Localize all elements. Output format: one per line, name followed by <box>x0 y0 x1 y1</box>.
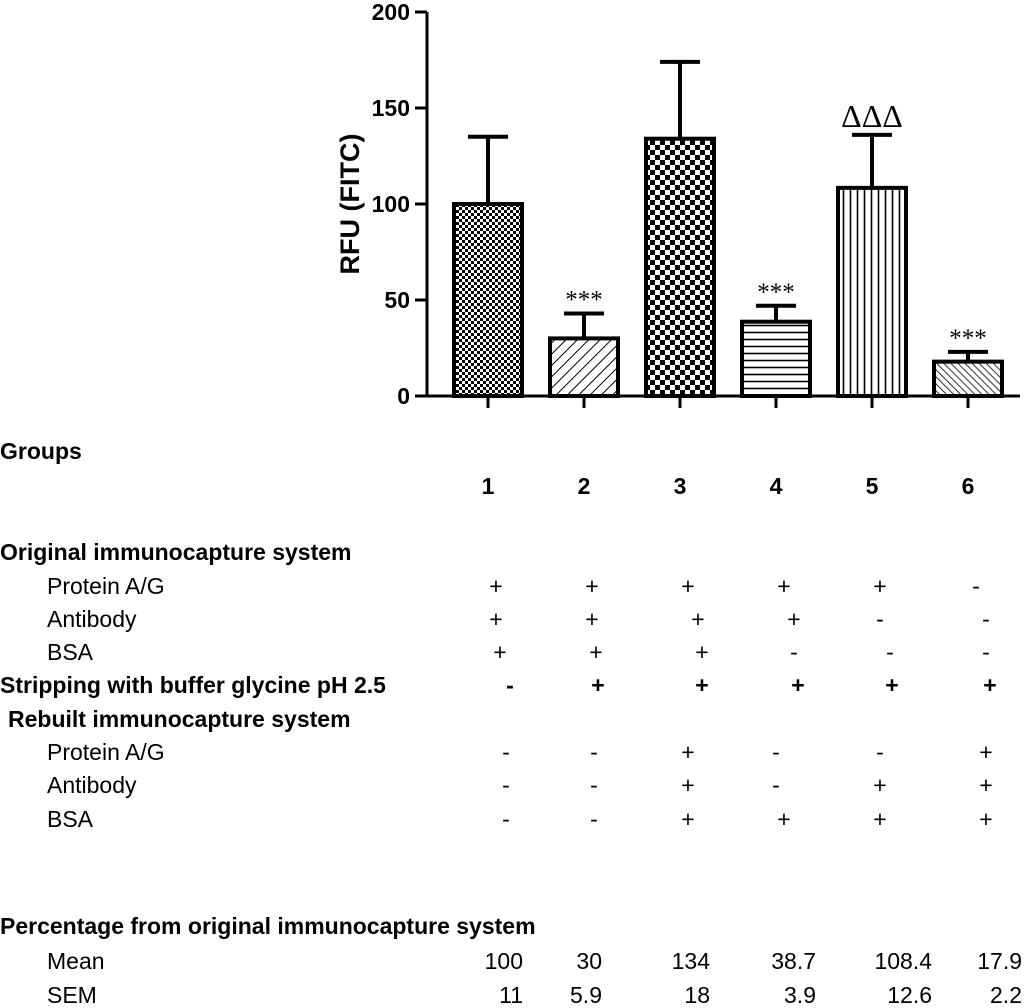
rebuilt-bsa-cell: + <box>777 806 791 832</box>
bar <box>932 359 1004 398</box>
stripping-cell: + <box>885 672 899 698</box>
y-axis-label: RFU (FITC) <box>335 134 365 275</box>
rebuilt-bsa-cell: + <box>681 806 695 832</box>
group-number: 4 <box>769 473 783 499</box>
original-protein-ag-cell: + <box>489 573 503 599</box>
percentage-title: Percentage from original immunocapture s… <box>0 913 536 939</box>
rebuilt-bsa-cell: + <box>873 806 887 832</box>
mean-cell: 38.7 <box>771 948 816 974</box>
rebuilt-bsa-cell: - <box>502 806 510 832</box>
significance-annotation: *** <box>949 325 987 352</box>
y-tick-label: 50 <box>384 287 410 313</box>
sem-label: SEM <box>47 982 97 1008</box>
rebuilt-protein-ag-cell: - <box>590 739 598 765</box>
original-protein-ag-cell: + <box>777 573 791 599</box>
rebuilt-antibody-cell: + <box>979 772 993 798</box>
original-antibody-cell: + <box>691 606 705 632</box>
group-number: 2 <box>577 473 591 499</box>
original-bsa-cell: + <box>695 639 709 665</box>
mean-cell: 30 <box>576 948 602 974</box>
mean-cell: 134 <box>671 948 710 974</box>
rebuilt-antibody-cell: - <box>772 772 780 798</box>
significance-annotation: *** <box>565 286 603 313</box>
y-tick-label: 100 <box>372 191 410 217</box>
rebuilt-protein-ag-label: Protein A/G <box>47 739 165 765</box>
stripping-cell: - <box>506 672 514 698</box>
rebuilt-protein-ag-cell: + <box>979 739 993 765</box>
sem-cell: 5.9 <box>570 982 602 1008</box>
original-bsa-cell: - <box>790 639 798 665</box>
original-protein-ag-cell: + <box>585 573 599 599</box>
sem-cell: 2.2 <box>990 982 1022 1008</box>
rebuilt-protein-ag-cell: - <box>502 739 510 765</box>
original-antibody-cell: + <box>489 606 503 632</box>
rebuilt-antibody-cell: - <box>590 772 598 798</box>
original-bsa-cell: + <box>493 639 507 665</box>
rebuilt-system-title: Rebuilt immunocapture system <box>8 706 351 732</box>
delta-annotation: ΔΔΔ <box>841 98 903 134</box>
original-antibody-cell: + <box>787 606 801 632</box>
original-protein-ag-cell: + <box>681 573 695 599</box>
bar <box>452 202 524 398</box>
original-bsa-cell: - <box>982 639 990 665</box>
rebuilt-bsa-label: BSA <box>47 806 94 832</box>
group-number: 3 <box>673 473 687 499</box>
original-protein-ag-label: Protein A/G <box>47 573 165 599</box>
bar <box>740 319 812 399</box>
bar <box>836 185 908 398</box>
original-antibody-cell: - <box>982 606 990 632</box>
stripping-cell: + <box>695 672 709 698</box>
stripping-label: Stripping with buffer glycine pH 2.5 <box>0 672 386 698</box>
significance-annotation: *** <box>757 279 795 306</box>
original-antibody-cell: + <box>585 606 599 632</box>
stripping-cell: + <box>983 672 997 698</box>
stripping-cell: + <box>591 672 605 698</box>
rebuilt-protein-ag-cell: - <box>772 739 780 765</box>
sem-cell: 11 <box>499 982 523 1008</box>
y-tick-label: 200 <box>372 0 410 25</box>
sem-cell: 3.9 <box>784 982 816 1008</box>
rebuilt-protein-ag-cell: + <box>681 739 695 765</box>
rebuilt-antibody-cell: - <box>502 772 510 798</box>
rebuilt-bsa-cell: + <box>979 806 993 832</box>
original-protein-ag-cell: - <box>972 573 980 599</box>
bar-chart: 0 50 100 150 200 RFU (FITC) *** *** ΔΔΔ *** <box>335 0 1020 409</box>
rebuilt-bsa-cell: - <box>590 806 598 832</box>
mean-cell: 100 <box>484 948 523 974</box>
original-bsa-cell: + <box>589 639 603 665</box>
rebuilt-antibody-cell: + <box>873 772 887 798</box>
original-system-title: Original immunocapture system <box>0 539 352 565</box>
groups-label: Groups <box>0 438 82 464</box>
mean-cell: 108.4 <box>874 948 932 974</box>
bar <box>548 336 620 398</box>
original-antibody-cell: - <box>876 606 884 632</box>
group-number: 6 <box>961 473 975 499</box>
original-bsa-label: BSA <box>47 639 94 665</box>
sem-cell: 12.6 <box>887 982 932 1008</box>
original-bsa-cell: - <box>886 639 894 665</box>
mean-label: Mean <box>47 948 105 974</box>
original-protein-ag-cell: + <box>873 573 887 599</box>
original-antibody-label: Antibody <box>47 606 137 632</box>
bar <box>644 136 716 398</box>
stripping-cell: + <box>791 672 805 698</box>
y-tick-label: 150 <box>372 95 410 121</box>
group-number: 1 <box>481 473 495 499</box>
y-tick-label: 0 <box>397 383 410 409</box>
rebuilt-antibody-label: Antibody <box>47 772 137 798</box>
group-number: 5 <box>865 473 879 499</box>
rebuilt-protein-ag-cell: - <box>876 739 884 765</box>
mean-cell: 17.9 <box>977 948 1022 974</box>
rebuilt-antibody-cell: + <box>681 772 695 798</box>
sem-cell: 18 <box>684 982 710 1008</box>
